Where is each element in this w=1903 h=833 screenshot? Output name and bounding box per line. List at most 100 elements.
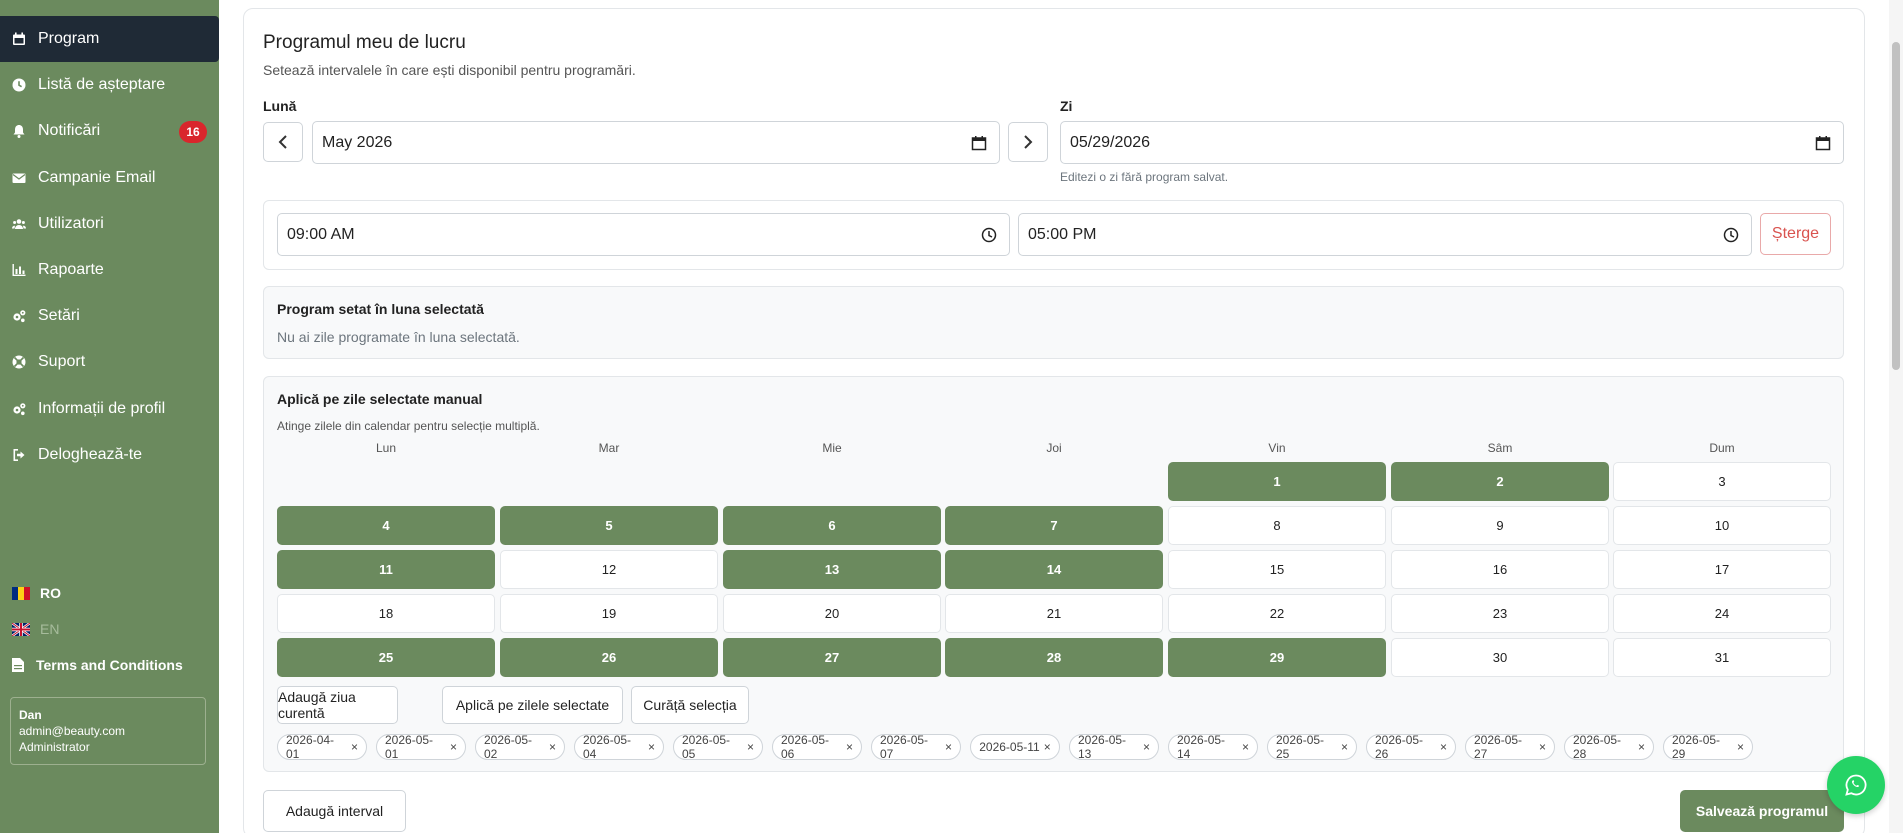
sidebar-item-waitlist[interactable]: Listă de așteptare <box>0 62 219 108</box>
calendar-day[interactable]: 4 <box>277 506 495 545</box>
remove-chip-icon[interactable]: × <box>845 740 853 754</box>
sidebar-item-notifications[interactable]: Notificări 16 <box>0 108 219 154</box>
users-icon <box>12 217 26 231</box>
calendar-day[interactable]: 2 <box>1391 462 1609 501</box>
prev-month-button[interactable] <box>263 122 303 162</box>
user-name: Dan <box>19 708 42 722</box>
manual-selection-hint: Atinge zilele din calendar pentru selecț… <box>277 419 540 433</box>
terms-label: Terms and Conditions <box>36 657 183 673</box>
sidebar-item-support[interactable]: Suport <box>0 339 219 385</box>
sidebar-item-settings[interactable]: Setări <box>0 293 219 339</box>
sidebar-item-users[interactable]: Utilizatori <box>0 201 219 247</box>
month-schedule-panel <box>263 286 1844 359</box>
remove-chip-icon[interactable]: × <box>548 740 556 754</box>
calendar-day[interactable]: 31 <box>1613 638 1831 677</box>
add-current-day-button[interactable]: Adaugă ziua curentă <box>277 686 398 724</box>
remove-chip-icon[interactable]: × <box>1637 740 1645 754</box>
calendar-day[interactable]: 13 <box>723 550 941 589</box>
calendar-day[interactable]: 12 <box>500 550 718 589</box>
sidebar-item-reports[interactable]: Rapoarte <box>0 247 219 293</box>
language-en[interactable]: EN <box>0 611 219 647</box>
calendar-day[interactable]: 30 <box>1391 638 1609 677</box>
calendar-day[interactable]: 11 <box>277 550 495 589</box>
selected-date-chip: 2026-05-28 × <box>1564 733 1654 761</box>
day-input-value: 05/29/2026 <box>1070 133 1151 151</box>
remove-chip-icon[interactable]: × <box>1538 740 1546 754</box>
remove-chip-icon[interactable]: × <box>350 740 358 754</box>
start-time-input[interactable]: 09:00 AM <box>277 213 1010 256</box>
remove-chip-icon[interactable]: × <box>944 740 952 754</box>
day-input[interactable]: 05/29/2026 <box>1060 121 1844 164</box>
end-time-value: 05:00 PM <box>1028 225 1097 243</box>
clock-icon[interactable] <box>981 227 997 243</box>
calendar-day[interactable]: 18 <box>277 594 495 633</box>
calendar-day[interactable]: 7 <box>945 506 1163 545</box>
calendar-day[interactable]: 23 <box>1391 594 1609 633</box>
lifebuoy-icon <box>12 355 26 369</box>
remove-chip-icon[interactable]: × <box>1043 740 1051 754</box>
terms-link[interactable]: Terms and Conditions <box>0 647 219 683</box>
calendar-day[interactable]: 19 <box>500 594 718 633</box>
remove-chip-icon[interactable]: × <box>1736 740 1744 754</box>
calendar-day[interactable]: 26 <box>500 638 718 677</box>
end-time-input[interactable]: 05:00 PM <box>1018 213 1752 256</box>
sidebar-item-label: Setări <box>38 307 80 325</box>
calendar-day[interactable]: 29 <box>1168 638 1386 677</box>
month-label: Lună <box>263 98 297 114</box>
delete-interval-button[interactable]: Șterge <box>1760 213 1831 255</box>
calendar-day[interactable]: 5 <box>500 506 718 545</box>
sidebar-item-profile-info[interactable]: Informații de profil <box>0 386 219 432</box>
calendar-day[interactable]: 27 <box>723 638 941 677</box>
start-time-value: 09:00 AM <box>287 225 355 243</box>
month-input[interactable]: May 2026 <box>312 121 1000 164</box>
calendar-day[interactable]: 28 <box>945 638 1163 677</box>
calendar-icon[interactable] <box>971 135 987 151</box>
save-schedule-button[interactable]: Salvează programul <box>1680 790 1844 832</box>
day-hint: Editezi o zi fără program salvat. <box>1060 170 1229 184</box>
calendar-day[interactable]: 9 <box>1391 506 1609 545</box>
sidebar-item-email-campaign[interactable]: Campanie Email <box>0 155 219 201</box>
calendar-day[interactable]: 17 <box>1613 550 1831 589</box>
calendar-day[interactable]: 16 <box>1391 550 1609 589</box>
next-month-button[interactable] <box>1008 122 1048 162</box>
chip-label: 2026-05-11 <box>979 740 1040 754</box>
sidebar-item-logout[interactable]: Deloghează-te <box>0 432 219 478</box>
interval-row <box>263 200 1844 270</box>
clear-selection-button[interactable]: Curăță selecția <box>631 686 749 724</box>
remove-chip-icon[interactable]: × <box>647 740 655 754</box>
remove-chip-icon[interactable]: × <box>1439 740 1447 754</box>
clock-icon[interactable] <box>1723 227 1739 243</box>
selected-date-chip: 2026-05-11 × <box>970 734 1060 760</box>
calendar-day[interactable]: 22 <box>1168 594 1386 633</box>
calendar-day[interactable]: 21 <box>945 594 1163 633</box>
remove-chip-icon[interactable]: × <box>746 740 754 754</box>
calendar-day[interactable]: 1 <box>1168 462 1386 501</box>
remove-chip-icon[interactable]: × <box>1142 740 1150 754</box>
weekday-label: Mie <box>822 441 842 455</box>
remove-chip-icon[interactable]: × <box>1241 740 1249 754</box>
calendar-day[interactable]: 14 <box>945 550 1163 589</box>
calendar-day[interactable]: 24 <box>1613 594 1831 633</box>
remove-chip-icon[interactable]: × <box>449 740 457 754</box>
page-subtitle: Setează intervalele în care ești disponi… <box>263 62 636 78</box>
add-interval-button[interactable]: Adaugă interval <box>263 790 406 832</box>
remove-chip-icon[interactable]: × <box>1340 740 1348 754</box>
chip-label: 2026-05-06 <box>781 733 830 761</box>
calendar-day[interactable]: 8 <box>1168 506 1386 545</box>
calendar-day[interactable]: 15 <box>1168 550 1386 589</box>
logout-icon <box>12 448 26 462</box>
whatsapp-button[interactable] <box>1827 756 1885 814</box>
apply-selected-days-button[interactable]: Aplică pe zilele selectate <box>442 686 623 724</box>
chip-label: 2026-05-07 <box>880 733 929 761</box>
language-ro[interactable]: RO <box>0 575 219 611</box>
chip-label: 2026-05-26 <box>1375 733 1424 761</box>
calendar-icon[interactable] <box>1815 135 1831 151</box>
calendar-day[interactable]: 10 <box>1613 506 1831 545</box>
calendar-day[interactable]: 25 <box>277 638 495 677</box>
calendar-day[interactable]: 20 <box>723 594 941 633</box>
scrollbar-thumb[interactable] <box>1892 42 1900 370</box>
calendar-day[interactable]: 6 <box>723 506 941 545</box>
calendar-day[interactable]: 3 <box>1613 462 1831 501</box>
sidebar-item-program[interactable]: Program <box>0 16 219 62</box>
gears-icon <box>12 309 26 323</box>
